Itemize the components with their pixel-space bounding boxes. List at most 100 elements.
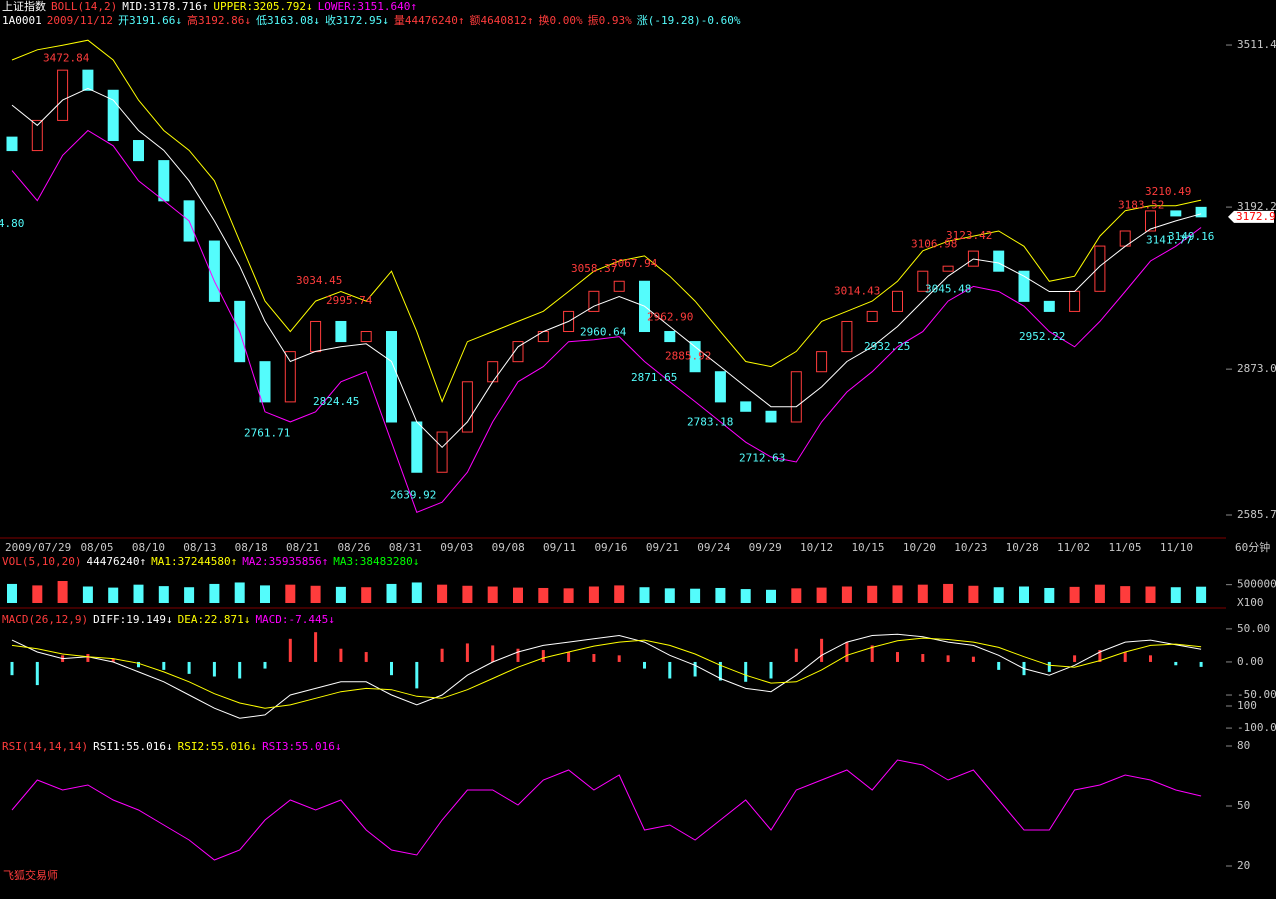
legend-item: RSI1:55.016↓ xyxy=(93,740,172,753)
header-item: 涨(-19.28)-0.60% xyxy=(637,14,741,27)
volume-bar xyxy=(538,587,549,603)
volume-bar xyxy=(841,586,852,603)
low-label: 3045.48 xyxy=(925,283,971,296)
footer-brand: 飞狐交易师 xyxy=(3,868,58,882)
candle-body xyxy=(790,371,802,423)
header-item: 换0.00% xyxy=(539,13,583,27)
low-label: 2960.64 xyxy=(580,326,627,339)
volume-bar xyxy=(1044,587,1055,603)
candle-body xyxy=(461,381,473,433)
volume-bar xyxy=(513,587,523,603)
low-label: 3174.80 xyxy=(0,217,24,230)
high-label: 2885.92 xyxy=(665,350,711,363)
low-label: 2712.63 xyxy=(739,452,785,465)
volume-bar xyxy=(1196,586,1207,603)
high-label: 3106.98 xyxy=(911,237,957,250)
volume-bar xyxy=(1145,586,1156,603)
legend-item: MA2:35935856↑ xyxy=(242,555,328,568)
volume-bar xyxy=(664,588,675,603)
candle-body xyxy=(689,341,701,373)
x-tick-label: 09/24 xyxy=(697,541,730,554)
candle-body xyxy=(284,351,296,403)
volume-bar xyxy=(386,583,397,603)
y-tick-label: 500000 xyxy=(1237,578,1276,591)
candle-body xyxy=(1043,300,1055,312)
volume-bar xyxy=(1019,586,1029,603)
volume-bar xyxy=(82,586,93,603)
candle-body xyxy=(765,410,777,423)
volume-bar xyxy=(57,581,68,603)
indicator-line xyxy=(11,39,1202,403)
x-tick-label: 08/05 xyxy=(80,541,113,554)
x-tick-label: 09/08 xyxy=(492,541,525,554)
volume-bar xyxy=(614,585,625,603)
x-tick-label: 08/18 xyxy=(235,541,268,554)
y-tick-label: 2873.0 xyxy=(1237,362,1276,375)
x-tick-label: 10/15 xyxy=(851,541,884,554)
candle-body xyxy=(487,361,499,383)
candle-body xyxy=(866,310,878,322)
x-tick-label: 08/10 xyxy=(132,541,165,554)
unit-label: X100 xyxy=(1237,596,1264,609)
volume-bar xyxy=(158,586,169,603)
header-item: 振0.93% xyxy=(588,13,632,27)
y-tick-label: 100 xyxy=(1237,699,1257,712)
candle-body xyxy=(740,401,752,412)
header-item: 高3192.86↓ xyxy=(187,13,251,27)
high-label: 3034.45 xyxy=(296,274,342,287)
header-item: 收3172.95↓ xyxy=(325,13,389,27)
candle-body xyxy=(259,361,271,403)
low-label: 2952.22 xyxy=(1019,330,1065,343)
candle-body xyxy=(386,331,397,423)
candle-body xyxy=(917,270,929,292)
candle-body xyxy=(6,136,18,152)
y-tick-label: 2585.7 xyxy=(1237,508,1276,521)
x-tick-label: 08/26 xyxy=(337,541,370,554)
header-item: UPPER:3205.792↓ xyxy=(213,0,312,13)
header-item: 额4640812↑ xyxy=(470,14,534,27)
legend-item: RSI(14,14,14) xyxy=(2,740,88,753)
high-label: 3058.37 xyxy=(571,262,617,275)
y-tick-label: 80 xyxy=(1237,739,1250,752)
x-tick-label: 09/29 xyxy=(749,541,782,554)
low-label: 3149.16 xyxy=(1168,230,1214,243)
volume-bar xyxy=(285,584,296,603)
y-tick-label: -50.00 xyxy=(1237,688,1276,701)
y-tick-label: 20 xyxy=(1237,859,1250,872)
legend-item: DIFF:19.149↓ xyxy=(93,613,172,626)
x-tick-label: 10/20 xyxy=(903,541,936,554)
x-tick-label: 08/31 xyxy=(389,541,422,554)
candle-body xyxy=(714,371,726,403)
x-tick-label: 09/03 xyxy=(440,541,473,554)
low-label: 3141.77 xyxy=(1146,234,1192,247)
volume-bar xyxy=(816,587,827,603)
header-item: MID:3178.716↑ xyxy=(122,0,208,13)
candle-body xyxy=(31,119,43,152)
candle-body xyxy=(588,290,600,312)
volume-bar xyxy=(993,587,1004,603)
volume-bar xyxy=(184,587,195,603)
candle-body xyxy=(841,320,853,353)
y-tick-label: 3511.4 xyxy=(1237,38,1276,51)
header-item: 上证指数 xyxy=(2,0,46,13)
candle-body xyxy=(436,431,448,473)
indicator-line xyxy=(11,87,1202,449)
candle-body xyxy=(82,69,94,91)
candle-body xyxy=(537,331,549,343)
volume-bar xyxy=(1094,584,1105,603)
volume-bar xyxy=(766,589,776,603)
low-label: 2932.25 xyxy=(864,340,910,353)
x-tick-label: 10/28 xyxy=(1006,541,1039,554)
high-label: 3123.42 xyxy=(946,229,992,242)
volume-bar xyxy=(1170,587,1181,603)
x-tick-label: 09/16 xyxy=(594,541,627,554)
header-item: 1A0001 xyxy=(2,14,42,27)
volume-bar xyxy=(639,587,650,603)
candle-body xyxy=(613,280,625,292)
candle-body xyxy=(1018,270,1030,302)
indicator-line xyxy=(11,129,1202,513)
low-label: 2824.45 xyxy=(313,395,359,408)
candle-body xyxy=(360,331,372,343)
volume-bar xyxy=(892,585,903,603)
indicator-line xyxy=(11,759,1202,861)
